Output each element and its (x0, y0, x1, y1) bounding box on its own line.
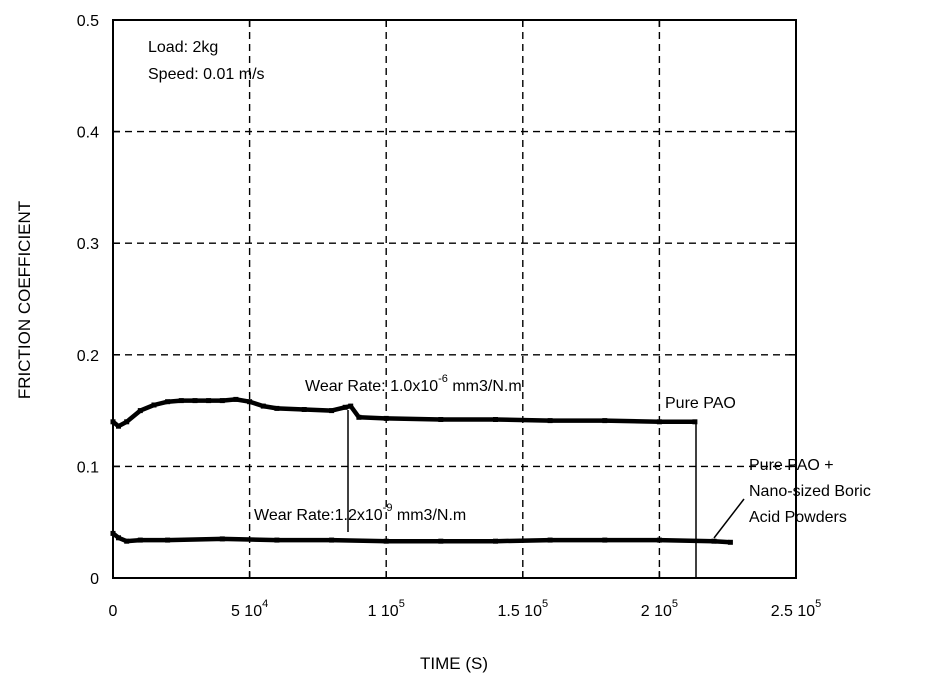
plot-frame (112, 19, 797, 579)
data-point (602, 418, 608, 424)
x-tick-label: 0 (109, 603, 118, 620)
data-point (602, 537, 608, 543)
data-point (438, 417, 444, 422)
data-point (116, 423, 121, 429)
y-tick-label: 0.4 (77, 125, 99, 142)
data-point (342, 404, 348, 410)
series-line-pure-pao (111, 397, 695, 429)
data-point (383, 538, 389, 544)
pure-pao-label: Pure PAO (665, 395, 736, 412)
gridlines (113, 20, 796, 578)
data-point (165, 399, 171, 405)
data-point (206, 398, 212, 404)
data-point (124, 419, 130, 425)
y-tick-label: 0 (90, 571, 99, 588)
data-point (137, 537, 143, 543)
data-point (711, 538, 717, 544)
data-point (329, 408, 335, 414)
speed-condition: Speed: 0.01 m/s (148, 66, 265, 83)
data-point (348, 403, 354, 409)
data-point (192, 398, 198, 404)
data-point (219, 398, 225, 404)
x-tick-label: 2.5 105 (771, 598, 822, 620)
boric-wear-rate-annotation: Wear Rate:1.2x10-9 mm3/N.m (254, 502, 466, 524)
load-condition: Load: 2kg (148, 39, 218, 56)
x-tick-label: 2 105 (641, 598, 678, 620)
data-point (493, 538, 498, 544)
data-point (438, 538, 444, 544)
data-point (151, 402, 157, 408)
data-point (219, 536, 225, 542)
series-lines (110, 396, 733, 545)
data-point (274, 537, 280, 543)
data-point (727, 539, 733, 545)
data-point (110, 530, 116, 536)
data-point (656, 419, 662, 425)
data-point (547, 537, 553, 543)
data-point (493, 417, 498, 422)
data-point (247, 399, 253, 405)
y-tick-label: 0.3 (77, 236, 99, 253)
data-point (124, 538, 130, 544)
data-point (116, 535, 121, 541)
x-tick-label: 5 104 (231, 598, 268, 620)
data-point (383, 415, 389, 421)
x-tick-label: 1 105 (368, 598, 405, 620)
x-axis-title: TIME (S) (420, 654, 488, 673)
data-point (260, 403, 266, 409)
data-point (329, 537, 335, 543)
boric-label-line-1: Pure PAO + (749, 457, 834, 474)
boric-label-line-2: Nano-sized Boric (749, 483, 871, 500)
y-tick-label: 0.5 (77, 13, 99, 30)
series-line-pao-boric-acid (111, 531, 731, 545)
boric-label-line-3: Acid Powders (749, 509, 847, 526)
pao-wear-rate-annotation: Wear Rate: 1.0x10-6 mm3/N.m (305, 373, 522, 395)
y-axis-title: FRICTION COEFFICIENT (15, 201, 34, 399)
axis-ticks: 0 0.1 0.2 0.3 0.4 0.5 0 5 104 1 105 1.5 105 2 105 2… (77, 13, 822, 620)
data-point (178, 398, 184, 404)
data-point (547, 418, 553, 424)
data-point (137, 408, 143, 414)
data-point (301, 407, 307, 412)
x-tick-label: 1.5 105 (497, 598, 548, 620)
boric-label-leader (713, 498, 745, 539)
y-tick-label: 0.2 (77, 348, 99, 365)
data-point (656, 537, 662, 543)
data-point (110, 419, 116, 425)
data-point (165, 537, 171, 543)
data-point (692, 419, 698, 425)
data-point (274, 405, 280, 411)
data-point (233, 396, 239, 402)
y-tick-label: 0.1 (77, 459, 99, 476)
data-point (356, 414, 362, 420)
